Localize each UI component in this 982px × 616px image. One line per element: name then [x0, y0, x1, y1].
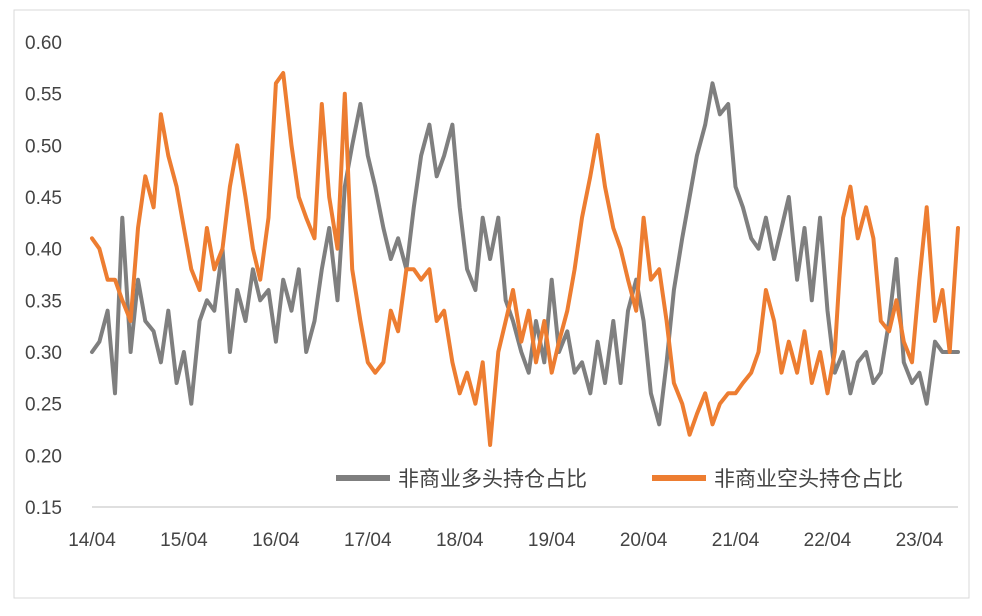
y-tick-label: 0.45	[25, 188, 62, 209]
y-tick-label: 0.35	[25, 291, 62, 312]
x-tick-label: 14/04	[68, 530, 116, 551]
chart-border	[13, 9, 970, 599]
x-tick-label: 22/04	[804, 530, 852, 551]
x-axis: 14/04 15/04 16/04 17/04 18/04 19/04 20/04 21/04…	[68, 530, 943, 551]
y-tick-label: 0.55	[25, 85, 62, 106]
y-tick-label: 0.50	[25, 136, 62, 157]
series-layer	[90, 71, 960, 447]
series-line-short	[90, 71, 960, 447]
y-axis: 0.15 0.20 0.25 0.30 0.35 0.40 0.45 0.50 0.55 0.60	[25, 33, 62, 519]
x-tick-label: 16/04	[252, 530, 300, 551]
x-tick-label: 21/04	[712, 530, 760, 551]
y-tick-label: 0.60	[25, 33, 62, 54]
x-tick-label: 20/04	[620, 530, 668, 551]
x-tick-label: 23/04	[896, 530, 944, 551]
y-tick-label: 0.40	[25, 240, 62, 261]
y-tick-label: 0.15	[25, 498, 62, 519]
series-line-long	[90, 81, 960, 427]
legend: 非商业多头持仓占比 非商业空头持仓占比	[336, 467, 903, 491]
x-tick-label: 19/04	[528, 530, 576, 551]
legend-label-short: 非商业空头持仓占比	[714, 467, 903, 491]
y-tick-label: 0.30	[25, 343, 62, 364]
legend-label-long: 非商业多头持仓占比	[398, 467, 587, 491]
x-tick-label: 18/04	[436, 530, 484, 551]
x-tick-label: 17/04	[344, 530, 392, 551]
x-tick-label: 15/04	[160, 530, 208, 551]
y-tick-label: 0.25	[25, 395, 62, 416]
y-tick-label: 0.20	[25, 446, 62, 467]
